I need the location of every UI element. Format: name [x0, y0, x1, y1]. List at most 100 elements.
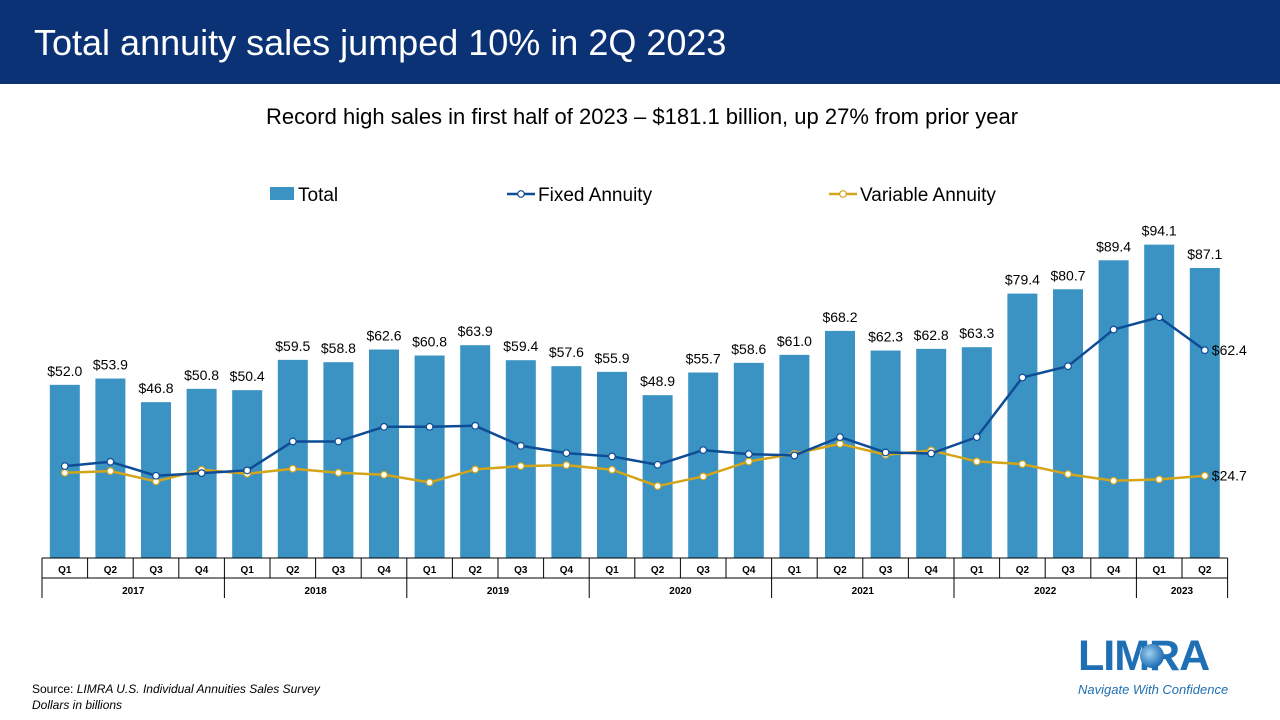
legend-marker-variable — [839, 190, 847, 198]
fixed-annuity-point — [836, 433, 844, 442]
fixed-annuity-point — [608, 452, 616, 461]
bar — [642, 395, 673, 558]
variable-annuity-point — [744, 457, 753, 466]
legend-marker-fixed — [517, 190, 525, 198]
x-tick-label: Q1 — [788, 565, 802, 576]
bar — [460, 345, 491, 558]
bar — [505, 360, 536, 558]
variable-annuity-point — [653, 482, 662, 490]
x-tick-label: Q2 — [833, 565, 847, 576]
logo-tagline: Navigate With Confidence — [1078, 682, 1229, 697]
x-tick-label: Q3 — [879, 565, 893, 576]
bar-label: $62.6 — [366, 328, 401, 344]
bar-label: $63.3 — [959, 325, 994, 341]
variable-annuity-point — [562, 461, 571, 469]
x-tick-label: Q4 — [925, 565, 939, 576]
x-tick-label: Q2 — [1016, 565, 1030, 576]
variable-annuity-point — [288, 464, 297, 473]
variable-annuity-point — [516, 462, 525, 470]
variable-annuity-line — [64, 442, 1205, 488]
variable-annuity-point — [425, 478, 434, 487]
bar-label: $57.6 — [549, 344, 584, 360]
variable-annuity-point — [471, 465, 480, 474]
x-tick-label: Q2 — [651, 565, 665, 576]
bar — [961, 347, 992, 558]
bar-label: $55.9 — [594, 350, 629, 366]
x-tick-label: Q1 — [58, 565, 72, 576]
bar-label: $59.4 — [503, 338, 538, 354]
variable-annuity-point — [608, 465, 616, 474]
x-tick-label: Q3 — [514, 565, 528, 576]
fixed-annuity-line — [64, 315, 1206, 477]
fixed-annuity-point — [1018, 373, 1027, 382]
x-tick-label: Q4 — [560, 565, 574, 576]
x-tick-label: Q2 — [1198, 565, 1212, 576]
year-label: 2017 — [122, 586, 145, 597]
bar — [1189, 267, 1220, 558]
fixed-annuity-point — [516, 441, 525, 450]
bar — [1144, 244, 1175, 558]
x-tick-label: Q4 — [195, 565, 209, 576]
fixed-annuity-point — [288, 437, 297, 446]
bar-label: $48.9 — [640, 373, 675, 389]
fixed-annuity-point — [334, 437, 343, 446]
bar-label: $87.1 — [1187, 246, 1222, 262]
variable-annuity-point — [1200, 471, 1209, 480]
year-label: 2019 — [487, 586, 510, 597]
year-label: 2018 — [304, 586, 327, 597]
variable-annuity-point — [334, 468, 343, 477]
x-tick-label: Q3 — [332, 565, 346, 576]
year-label: 2022 — [1034, 586, 1057, 597]
source-name: LIMRA U.S. Individual Annuities Sales Su… — [76, 682, 320, 696]
bar-label: $55.7 — [686, 351, 721, 367]
variable-annuity-point — [972, 457, 981, 466]
source-prefix: Source: — [32, 682, 77, 696]
variable-annuity-point — [1155, 475, 1164, 484]
fixed-annuity-point — [699, 446, 708, 455]
fixed-annuity-point — [1155, 313, 1164, 322]
bar-label: $61.0 — [777, 333, 812, 349]
x-tick-label: Q3 — [1061, 565, 1075, 576]
fixed-annuity-point — [152, 471, 160, 480]
bar — [597, 371, 627, 558]
bar-label: $50.8 — [184, 367, 219, 383]
bar — [277, 359, 308, 558]
x-tick-label: Q4 — [1107, 565, 1121, 576]
fixed-annuity-point — [972, 433, 981, 442]
variable-annuity-point — [1109, 476, 1118, 485]
x-tick-label: Q4 — [742, 565, 756, 576]
x-tick-label: Q1 — [1153, 565, 1167, 576]
title-bar: Total annuity sales jumped 10% in 2Q 202… — [0, 0, 1280, 84]
year-label: 2020 — [669, 586, 692, 597]
bar — [1053, 289, 1083, 558]
x-tick-label: Q1 — [970, 565, 984, 576]
bar — [369, 349, 399, 558]
bar — [1098, 260, 1129, 558]
bar-label: $50.4 — [230, 368, 265, 384]
x-tick-label: Q3 — [149, 565, 163, 576]
fixed-annuity-point — [380, 422, 388, 431]
bar-label: $89.4 — [1096, 238, 1131, 254]
source-note: Source: LIMRA U.S. Individual Annuities … — [32, 681, 320, 713]
fixed-annuity-end-label: $62.4 — [1212, 342, 1247, 358]
bar-label: $60.8 — [412, 334, 447, 350]
fixed-annuity-point — [881, 448, 890, 457]
bar-label: $59.5 — [275, 338, 310, 354]
bar-label: $53.9 — [93, 357, 128, 373]
x-tick-label: Q2 — [469, 565, 483, 576]
variable-annuity-point — [380, 470, 388, 479]
variable-annuity-point — [1064, 470, 1072, 478]
x-tick-label: Q4 — [377, 565, 391, 576]
fixed-annuity-point — [1109, 325, 1118, 334]
fixed-annuity-point — [471, 421, 480, 430]
fixed-annuity-point — [744, 450, 753, 459]
variable-annuity-point — [106, 467, 115, 475]
bar-label: $63.9 — [458, 323, 493, 339]
bar — [688, 372, 719, 558]
x-tick-label: Q1 — [423, 565, 437, 576]
x-tick-label: Q3 — [697, 565, 711, 576]
bar-label: $80.7 — [1050, 267, 1085, 283]
fixed-annuity-point — [927, 449, 936, 458]
fixed-annuity-point — [790, 451, 799, 460]
